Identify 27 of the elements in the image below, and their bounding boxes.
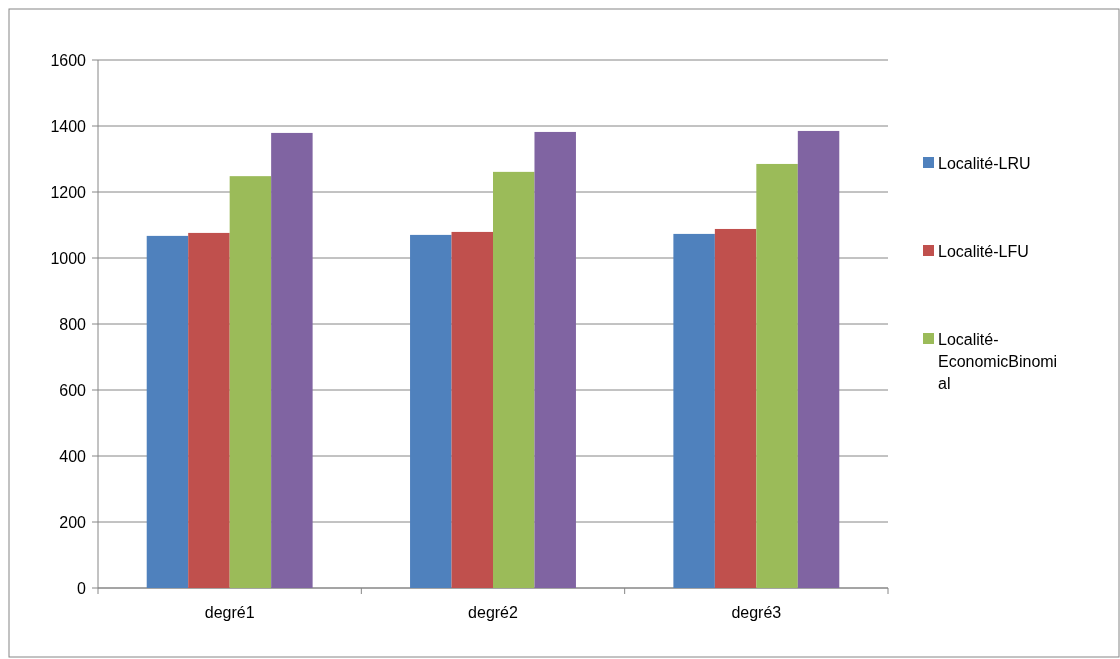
x-tick-label: degré3	[731, 604, 782, 621]
y-tick-label: 800	[59, 315, 87, 333]
y-tick-label: 200	[59, 513, 87, 531]
bar	[714, 228, 757, 588]
y-tick-label: 1000	[50, 249, 87, 267]
bar	[673, 233, 715, 588]
legend-label: Localité-LFU	[938, 242, 1029, 260]
x-tick-label: degré2	[468, 604, 519, 621]
y-tick-label: 600	[59, 381, 87, 399]
legend-label: Localité-EconomicBinomial	[938, 330, 1058, 392]
bar	[146, 235, 189, 588]
y-tick-label: 1400	[50, 117, 87, 135]
bar	[229, 176, 272, 588]
bar	[797, 130, 840, 588]
bar	[188, 232, 230, 588]
y-tick-label: 1200	[50, 183, 87, 201]
y-tick-label: 400	[59, 447, 87, 465]
legend-label: Localité-LRU	[938, 154, 1031, 172]
bar	[451, 231, 493, 588]
bar	[271, 132, 313, 588]
bar	[410, 234, 452, 588]
y-tick-label: 1600	[50, 51, 87, 69]
x-tick-label: degré1	[204, 604, 255, 621]
bar	[534, 131, 576, 588]
y-tick-label: 0	[77, 579, 87, 597]
bar	[493, 171, 535, 588]
bar	[756, 163, 798, 588]
